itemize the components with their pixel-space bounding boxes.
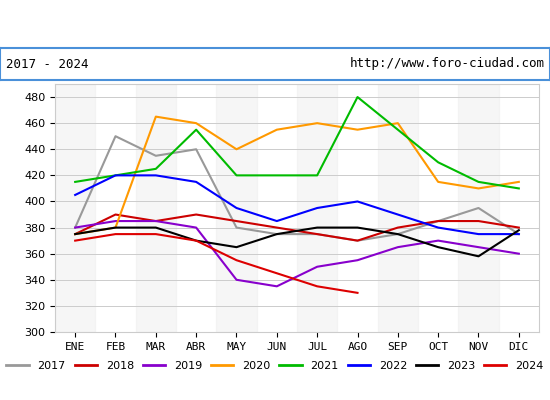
Legend: 2017, 2018, 2019, 2020, 2021, 2022, 2023, 2024: 2017, 2018, 2019, 2020, 2021, 2022, 2023… bbox=[2, 356, 548, 376]
Text: http://www.foro-ciudad.com: http://www.foro-ciudad.com bbox=[349, 58, 544, 70]
Bar bbox=[136, 84, 176, 332]
Text: 2017 - 2024: 2017 - 2024 bbox=[6, 58, 88, 70]
Bar bbox=[297, 84, 337, 332]
Bar bbox=[378, 84, 418, 332]
Bar bbox=[216, 84, 257, 332]
Bar bbox=[55, 84, 95, 332]
Text: Evolucion del paro registrado en Turís: Evolucion del paro registrado en Turís bbox=[68, 12, 482, 31]
Bar bbox=[458, 84, 499, 332]
